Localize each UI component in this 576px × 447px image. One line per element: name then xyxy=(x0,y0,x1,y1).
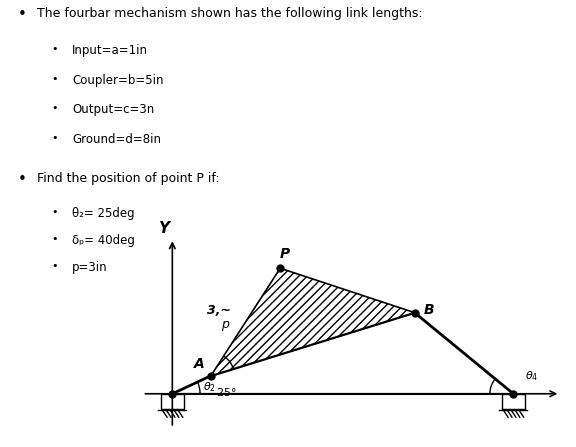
Text: P: P xyxy=(279,247,290,261)
Text: $25°$: $25°$ xyxy=(216,386,237,398)
Text: $\delta_P$: $\delta_P$ xyxy=(228,351,241,365)
Text: B: B xyxy=(424,304,434,317)
Text: Ground=d=8in: Ground=d=8in xyxy=(72,133,161,146)
Text: The fourbar mechanism shown has the following link lengths:: The fourbar mechanism shown has the foll… xyxy=(37,7,423,21)
Text: •: • xyxy=(52,74,58,84)
Text: δₚ= 40deg: δₚ= 40deg xyxy=(72,233,135,247)
Text: p: p xyxy=(221,318,229,331)
Text: Y: Y xyxy=(158,221,169,236)
Text: •: • xyxy=(52,133,58,143)
Text: 3,∼: 3,∼ xyxy=(207,304,231,317)
Text: Coupler=b=5in: Coupler=b=5in xyxy=(72,74,164,87)
Bar xyxy=(502,394,525,409)
Text: •: • xyxy=(52,103,58,113)
Text: θ₂= 25deg: θ₂= 25deg xyxy=(72,207,135,219)
Text: •: • xyxy=(52,233,58,244)
Text: Find the position of point P if:: Find the position of point P if: xyxy=(37,172,220,185)
Polygon shape xyxy=(211,268,415,376)
Text: Input=a=1in: Input=a=1in xyxy=(72,44,148,57)
Text: •: • xyxy=(52,261,58,270)
Text: p=3in: p=3in xyxy=(72,261,108,274)
Text: $\theta_4$: $\theta_4$ xyxy=(525,369,539,383)
Text: •: • xyxy=(17,172,26,187)
Text: •: • xyxy=(52,207,58,216)
Text: $\theta_2$: $\theta_2$ xyxy=(203,380,216,394)
Text: •: • xyxy=(52,44,58,54)
Text: A: A xyxy=(194,357,204,371)
Bar xyxy=(161,394,184,409)
Text: Output=c=3n: Output=c=3n xyxy=(72,103,154,116)
Text: •: • xyxy=(17,7,26,22)
